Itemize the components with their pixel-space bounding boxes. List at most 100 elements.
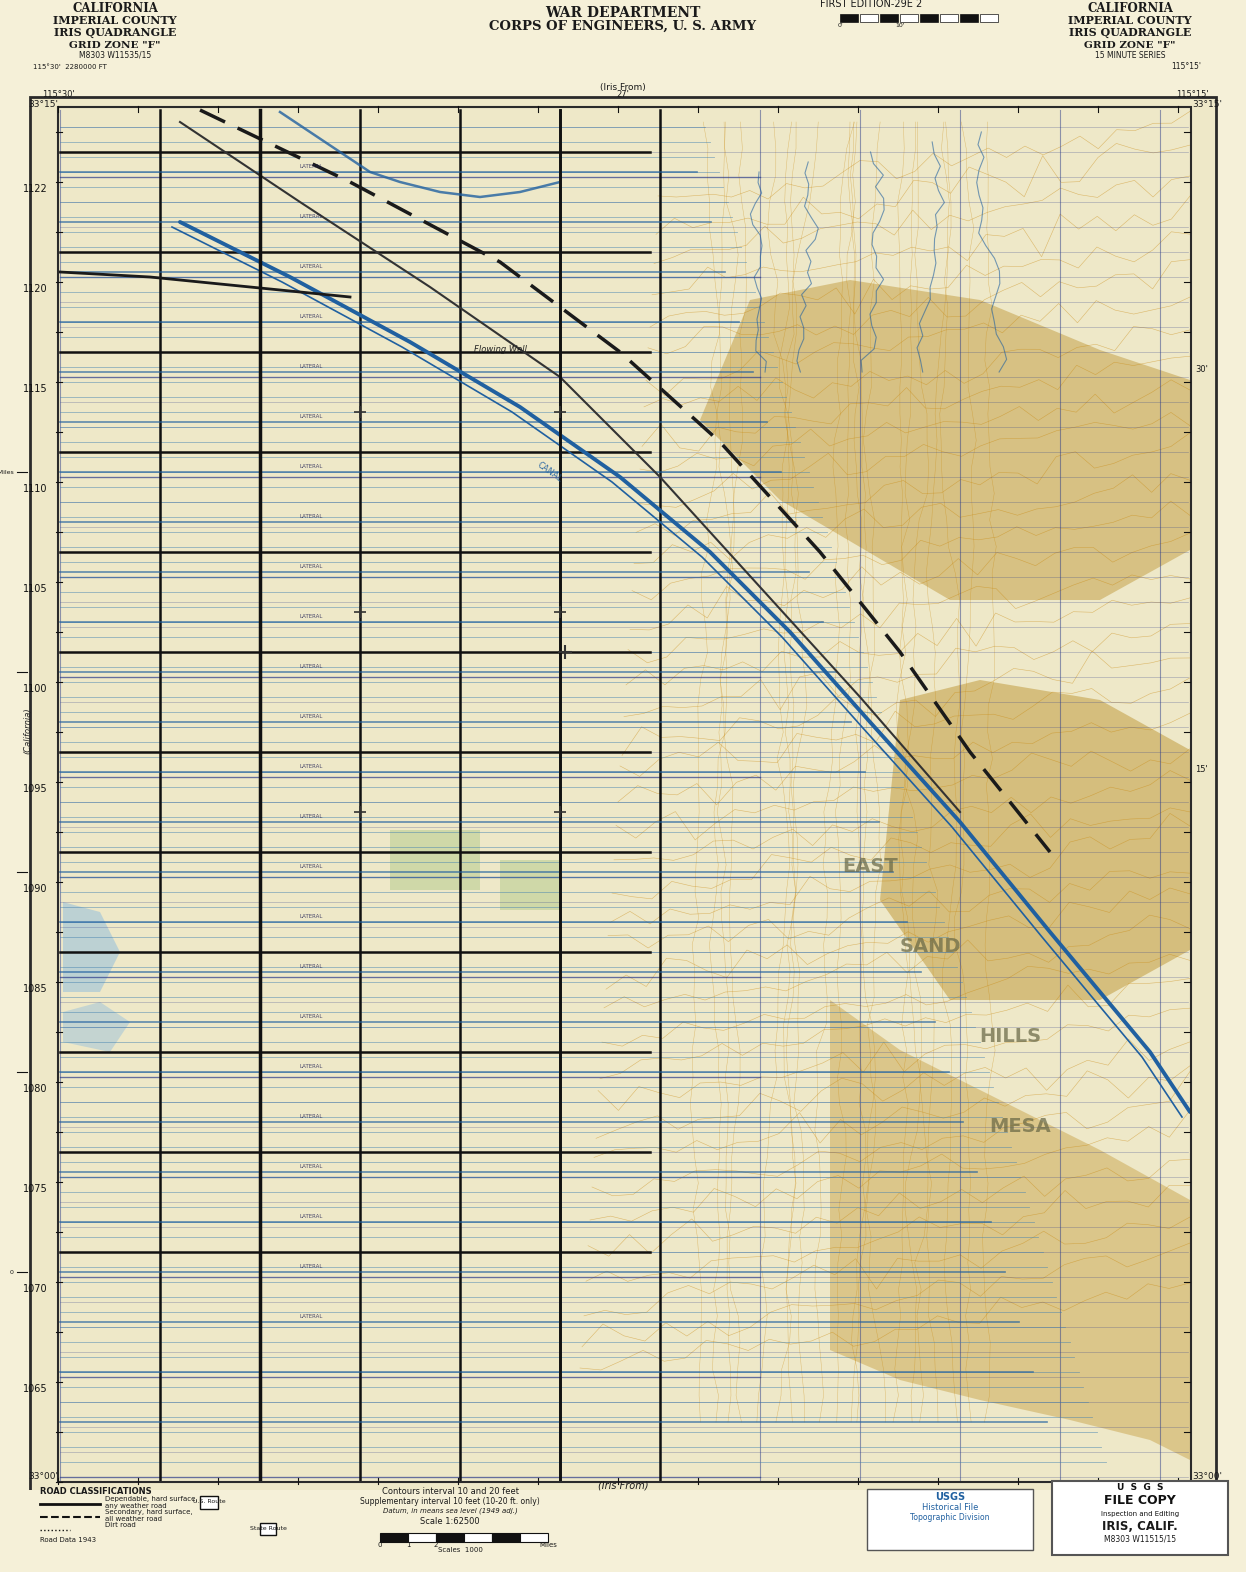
Bar: [939, 14, 958, 22]
Text: 1075: 1075: [22, 1184, 47, 1195]
Text: 15 MINUTE SERIES: 15 MINUTE SERIES: [1095, 50, 1165, 60]
Text: 115°30'  2280000 FT: 115°30' 2280000 FT: [34, 64, 107, 71]
Text: LATERAL: LATERAL: [300, 214, 324, 219]
Bar: [436, 1533, 464, 1542]
Text: LATERAL: LATERAL: [300, 714, 324, 718]
Text: U.S. Route: U.S. Route: [193, 1500, 226, 1504]
Text: IMPERIAL COUNTY: IMPERIAL COUNTY: [54, 16, 177, 27]
Text: LATERAL: LATERAL: [300, 663, 324, 670]
Text: GRID ZONE "F": GRID ZONE "F": [70, 41, 161, 50]
Text: 2: 2: [434, 1542, 439, 1548]
Bar: [201, 1497, 218, 1509]
Polygon shape: [700, 280, 1190, 601]
Text: HILLS: HILLS: [979, 1027, 1042, 1045]
Polygon shape: [64, 902, 120, 992]
Text: LATERAL: LATERAL: [300, 1314, 324, 1319]
Bar: [880, 14, 898, 22]
Bar: [407, 1533, 436, 1542]
Text: Topographic Division: Topographic Division: [911, 1512, 989, 1522]
Text: Scale 1:62500: Scale 1:62500: [420, 1517, 480, 1526]
Text: all weather road: all weather road: [105, 1515, 162, 1522]
Bar: [59, 107, 1191, 1482]
Text: LATERAL: LATERAL: [300, 413, 324, 420]
Text: FIRST EDITION-29E 2: FIRST EDITION-29E 2: [820, 0, 922, 9]
Text: Historical File: Historical File: [922, 1503, 978, 1512]
Text: EAST: EAST: [842, 857, 898, 876]
Text: 33°15': 33°15': [27, 101, 59, 108]
Text: IMPERIAL COUNTY: IMPERIAL COUNTY: [1068, 16, 1192, 27]
Text: IRIS QUADRANGLE: IRIS QUADRANGLE: [54, 27, 176, 38]
Text: LATERAL: LATERAL: [300, 163, 324, 170]
FancyBboxPatch shape: [867, 1489, 1033, 1550]
Text: 1070: 1070: [22, 1284, 47, 1294]
Text: LATERAL: LATERAL: [300, 865, 324, 869]
Text: FILE COPY: FILE COPY: [1104, 1493, 1176, 1508]
Text: 1100: 1100: [22, 684, 47, 693]
Text: 30': 30': [1195, 365, 1207, 374]
Text: (Iris From): (Iris From): [601, 83, 645, 93]
Bar: [380, 1533, 407, 1542]
Bar: [464, 1533, 492, 1542]
Text: LATERAL: LATERAL: [300, 365, 324, 369]
Text: 1090: 1090: [22, 883, 47, 894]
Bar: [900, 14, 918, 22]
Bar: [0, 1490, 1246, 1572]
Text: 0': 0': [837, 24, 842, 28]
Text: WAR DEPARTMENT: WAR DEPARTMENT: [546, 6, 700, 20]
Text: 115°15': 115°15': [1176, 90, 1209, 99]
Text: 10 Miles: 10 Miles: [0, 470, 14, 475]
Text: 1110: 1110: [22, 484, 47, 494]
Text: CANAL: CANAL: [536, 461, 564, 484]
Bar: [492, 1533, 520, 1542]
Text: LATERAL: LATERAL: [300, 514, 324, 519]
Text: 33°00': 33°00': [1192, 1471, 1222, 1481]
Text: 115°30': 115°30': [41, 90, 75, 99]
Text: Road Data 1943: Road Data 1943: [40, 1537, 96, 1544]
Text: (California): (California): [24, 707, 32, 755]
Text: U  S  G  S: U S G S: [1116, 1482, 1164, 1492]
Text: MESA: MESA: [989, 1118, 1050, 1137]
Bar: [520, 1533, 548, 1542]
Text: M8303 W11535/15: M8303 W11535/15: [78, 50, 151, 60]
Text: Inspection and Editing: Inspection and Editing: [1101, 1511, 1179, 1517]
Text: CORPS OF ENGINEERS, U. S. ARMY: CORPS OF ENGINEERS, U. S. ARMY: [490, 20, 756, 33]
Text: IRIS, CALIF.: IRIS, CALIF.: [1103, 1520, 1177, 1533]
Text: Datum, in means sea level (1949 adj.): Datum, in means sea level (1949 adj.): [383, 1508, 517, 1514]
Text: 1065: 1065: [22, 1383, 47, 1394]
Text: LATERAL: LATERAL: [300, 764, 324, 769]
Bar: [390, 830, 480, 890]
Text: CALIFORNIA: CALIFORNIA: [1087, 2, 1172, 16]
Text: GRID ZONE "F": GRID ZONE "F": [1084, 41, 1176, 50]
Text: 1122: 1122: [22, 184, 47, 193]
Text: 1105: 1105: [22, 585, 47, 594]
Text: LATERAL: LATERAL: [300, 564, 324, 569]
Bar: [0, 0, 1246, 82]
Text: 27': 27': [617, 90, 629, 99]
Text: LATERAL: LATERAL: [300, 314, 324, 319]
Bar: [500, 860, 559, 910]
Text: LATERAL: LATERAL: [300, 615, 324, 619]
Text: LATERAL: LATERAL: [300, 264, 324, 269]
Bar: [959, 14, 978, 22]
Text: LATERAL: LATERAL: [300, 964, 324, 968]
Text: Flowing Well: Flowing Well: [473, 344, 527, 354]
Text: LATERAL: LATERAL: [300, 1214, 324, 1218]
Text: LATERAL: LATERAL: [300, 814, 324, 819]
Polygon shape: [830, 1000, 1190, 1460]
Text: 10': 10': [895, 24, 905, 28]
Polygon shape: [64, 1001, 130, 1052]
Text: Supplementary interval 10 feet (10-20 ft. only): Supplementary interval 10 feet (10-20 ft…: [360, 1497, 540, 1506]
Text: 1: 1: [406, 1542, 410, 1548]
Bar: [920, 14, 938, 22]
Text: LATERAL: LATERAL: [300, 1115, 324, 1119]
Text: 1115: 1115: [22, 384, 47, 395]
Text: LATERAL: LATERAL: [300, 1163, 324, 1170]
Text: 15': 15': [1195, 766, 1207, 773]
Text: any weather road: any weather road: [105, 1503, 167, 1509]
Text: LATERAL: LATERAL: [300, 1264, 324, 1269]
Text: 1120: 1120: [22, 285, 47, 294]
Text: M8303 W11515/15: M8303 W11515/15: [1104, 1534, 1176, 1544]
Text: LATERAL: LATERAL: [300, 1064, 324, 1069]
Text: 115°15': 115°15': [1171, 61, 1201, 71]
FancyBboxPatch shape: [1052, 1481, 1229, 1555]
